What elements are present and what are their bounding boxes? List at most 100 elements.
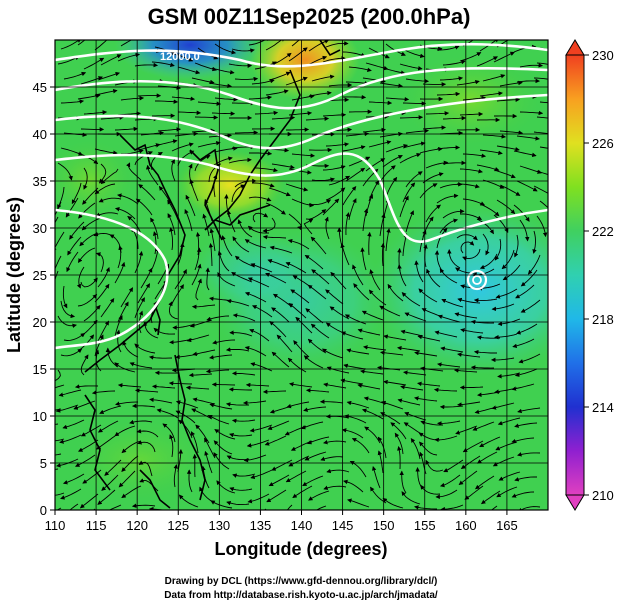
streamline [229, 487, 253, 492]
streamline [400, 385, 424, 391]
streamline [154, 139, 178, 147]
streamline [55, 453, 62, 456]
streamline [205, 267, 210, 291]
streamline [94, 183, 116, 195]
streamline [265, 40, 286, 51]
streamline [377, 450, 384, 474]
streamline [204, 437, 216, 459]
streamline [345, 212, 350, 236]
coastline-borneo [139, 469, 171, 509]
streamline [285, 262, 307, 274]
streamline [211, 382, 236, 387]
streamline [363, 345, 387, 351]
y-tick-label: 5 [40, 456, 47, 471]
streamline [539, 146, 548, 149]
streamline [69, 503, 79, 510]
streamline [265, 89, 289, 96]
streamline [171, 142, 194, 152]
streamline [476, 56, 498, 67]
streamline [519, 110, 544, 116]
streamline [271, 115, 296, 121]
streamline [57, 186, 65, 210]
contour-3 [55, 93, 548, 150]
streamline [213, 174, 218, 198]
streamline [325, 142, 350, 147]
streamline [539, 200, 548, 209]
streamline [490, 357, 515, 363]
streamline [514, 422, 538, 428]
streamline [288, 213, 303, 231]
streamline [307, 284, 327, 300]
streamline [414, 396, 438, 402]
streamline [493, 214, 509, 233]
streamline [460, 240, 475, 254]
streamline [369, 269, 381, 291]
streamline [368, 289, 387, 306]
streamline [474, 475, 495, 490]
streamline [288, 303, 307, 319]
streamline [304, 255, 324, 270]
streamline [517, 407, 541, 414]
streamline [319, 399, 344, 404]
streamline [473, 298, 498, 303]
streamline [209, 354, 233, 360]
streamline [346, 348, 370, 355]
streamline [516, 135, 540, 141]
streamline [404, 411, 427, 421]
streamline [231, 418, 256, 424]
streamline [462, 95, 487, 101]
streamline [472, 421, 495, 431]
streamline [325, 289, 344, 305]
streamline [195, 278, 202, 301]
streamline [55, 369, 61, 382]
streamline [99, 405, 122, 414]
streamline [326, 468, 350, 474]
streamline [83, 167, 88, 190]
streamline [191, 304, 216, 310]
streamline [361, 310, 384, 321]
streamline [292, 485, 313, 499]
streamline [511, 491, 535, 498]
streamline [249, 328, 270, 342]
streamline [308, 490, 330, 501]
streamline [171, 96, 196, 101]
streamline [226, 298, 250, 307]
grid [55, 40, 548, 510]
colorbar-bar [565, 54, 585, 496]
streamline [414, 260, 424, 283]
streamline [440, 346, 464, 353]
streamline [295, 316, 313, 334]
streamline [288, 168, 312, 175]
streamline [425, 459, 444, 472]
y-tick-label: 15 [33, 362, 47, 377]
streamline [311, 269, 330, 285]
contour-4 [55, 152, 548, 243]
streamline [135, 198, 153, 216]
streamline [213, 440, 233, 455]
streamline [80, 76, 104, 85]
streamline [214, 146, 238, 153]
coastline-taiwan [154, 304, 161, 336]
streamline [228, 157, 252, 164]
streamline [268, 474, 290, 487]
streamline [252, 305, 273, 318]
credit-line-2: Data from http://database.rish.kyoto-u.a… [164, 590, 438, 601]
streamline [511, 437, 535, 444]
streamline [208, 82, 232, 89]
streamline [447, 249, 461, 269]
colorbar-max-arrow [565, 39, 585, 56]
streamline [342, 145, 366, 152]
streamline [368, 100, 393, 106]
streamline [134, 151, 153, 166]
streamline [402, 233, 408, 257]
streamline [271, 307, 290, 323]
colorbar: 210 214 218 222 226 230 [565, 39, 614, 511]
streamline [168, 301, 179, 320]
field-low-cyan [370, 205, 548, 375]
streamline [436, 145, 461, 150]
streamline [142, 321, 159, 339]
streamline [419, 441, 438, 456]
streamline [410, 437, 421, 460]
streamline [457, 297, 481, 304]
streamline [145, 164, 159, 186]
